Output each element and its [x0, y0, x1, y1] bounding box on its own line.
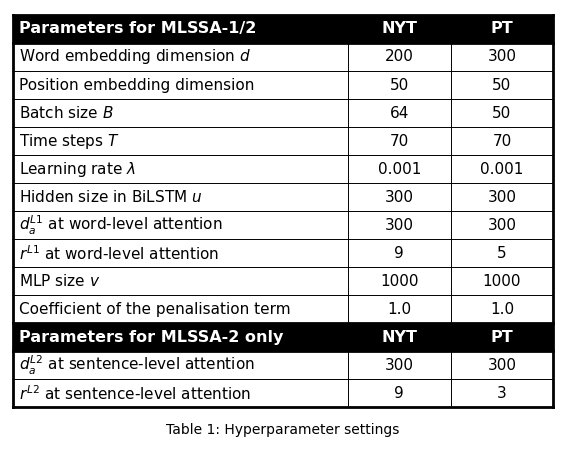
- Text: PT: PT: [491, 21, 513, 36]
- Text: 9: 9: [395, 246, 404, 261]
- Text: 50: 50: [492, 78, 512, 93]
- Text: 3: 3: [497, 386, 507, 401]
- Text: Parameters for MLSSA-1/2: Parameters for MLSSA-1/2: [19, 21, 257, 36]
- Text: 70: 70: [492, 133, 512, 148]
- Text: 300: 300: [487, 358, 517, 373]
- Text: Coefficient of the penalisation term: Coefficient of the penalisation term: [19, 302, 291, 317]
- Text: 64: 64: [389, 106, 409, 121]
- Text: PT: PT: [491, 330, 513, 345]
- Text: Batch size $B$: Batch size $B$: [19, 105, 114, 121]
- Text: 300: 300: [487, 49, 517, 64]
- FancyBboxPatch shape: [348, 15, 451, 43]
- Text: 9: 9: [395, 386, 404, 401]
- Text: 300: 300: [385, 218, 414, 233]
- Text: 70: 70: [389, 133, 409, 148]
- Text: 1.0: 1.0: [387, 302, 411, 317]
- Text: 1.0: 1.0: [490, 302, 514, 317]
- Text: 300: 300: [385, 358, 414, 373]
- Text: $d_a^{L1}$ at word-level attention: $d_a^{L1}$ at word-level attention: [19, 214, 223, 237]
- Text: 200: 200: [385, 49, 414, 64]
- Text: Table 1: Hyperparameter settings: Table 1: Hyperparameter settings: [166, 423, 400, 437]
- Text: Position embedding dimension: Position embedding dimension: [19, 78, 255, 93]
- Text: Parameters for MLSSA-2 only: Parameters for MLSSA-2 only: [19, 330, 284, 345]
- Text: Hidden size in BiLSTM $u$: Hidden size in BiLSTM $u$: [19, 189, 203, 205]
- Text: 1000: 1000: [483, 274, 521, 289]
- Text: NYT: NYT: [381, 21, 417, 36]
- Text: 300: 300: [487, 218, 517, 233]
- Text: 5: 5: [497, 246, 507, 261]
- FancyBboxPatch shape: [451, 15, 554, 43]
- Text: Learning rate $\lambda$: Learning rate $\lambda$: [19, 160, 136, 178]
- Text: $d_a^{L2}$ at sentence-level attention: $d_a^{L2}$ at sentence-level attention: [19, 354, 255, 377]
- Text: 0.001: 0.001: [378, 162, 421, 177]
- FancyBboxPatch shape: [12, 323, 348, 351]
- Text: NYT: NYT: [381, 330, 417, 345]
- Text: $r^{L1}$ at word-level attention: $r^{L1}$ at word-level attention: [19, 244, 220, 262]
- Text: Time steps $T$: Time steps $T$: [19, 132, 120, 151]
- Text: MLP size $v$: MLP size $v$: [19, 273, 101, 289]
- Text: Word embedding dimension $d$: Word embedding dimension $d$: [19, 48, 251, 66]
- Text: 0.001: 0.001: [481, 162, 524, 177]
- Text: 300: 300: [487, 190, 517, 205]
- Text: 300: 300: [385, 190, 414, 205]
- FancyBboxPatch shape: [451, 323, 554, 351]
- Text: $r^{L2}$ at sentence-level attention: $r^{L2}$ at sentence-level attention: [19, 384, 251, 403]
- Text: 1000: 1000: [380, 274, 418, 289]
- FancyBboxPatch shape: [348, 323, 451, 351]
- FancyBboxPatch shape: [12, 15, 348, 43]
- Text: 50: 50: [492, 106, 512, 121]
- Text: 50: 50: [389, 78, 409, 93]
